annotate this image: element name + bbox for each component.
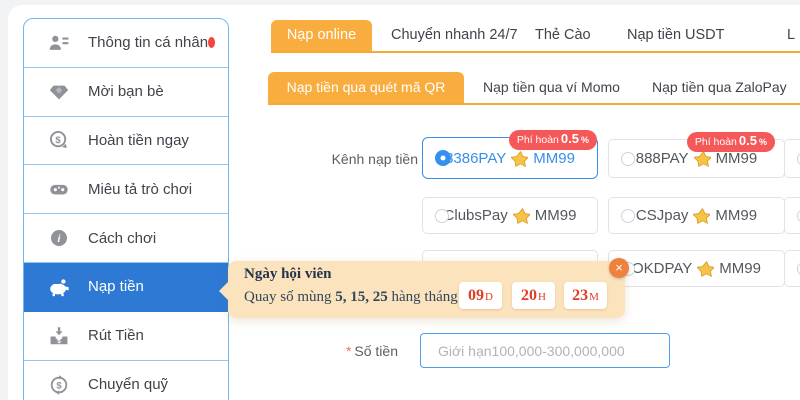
tab-momo[interactable]: Nạp tiền qua ví Momo [483, 79, 620, 95]
channel-name: 8386PAY [445, 149, 507, 167]
tab-qr-scan[interactable]: Nạp tiền qua quét mã QR [268, 72, 464, 103]
amount-input[interactable] [420, 333, 670, 368]
svg-text:$: $ [57, 338, 61, 345]
fee-badge: Phí hoàn 0.5 % [508, 130, 597, 150]
radio-icon[interactable] [621, 208, 635, 223]
channel-brand: MM99 [715, 150, 758, 167]
sidebar-item-label: Miêu tả trò chơi [88, 180, 193, 198]
channel-option-okdpay[interactable]: OKDPAY MM99 [608, 250, 785, 287]
star-icon [511, 150, 529, 167]
channel-option-csjpay[interactable]: CSJpay MM99 [608, 197, 785, 234]
radio-selected-icon[interactable] [435, 150, 451, 166]
required-mark: * [345, 343, 352, 359]
sidebar-item-cashback[interactable]: $ Hoàn tiền ngay [24, 117, 228, 166]
notification-dot [208, 37, 215, 49]
tab-nap-online[interactable]: Nạp online [271, 20, 372, 51]
qr-method-tabbar: Nạp tiền qua quét mã QR Nạp tiền qua ví … [268, 72, 800, 105]
sidebar-item-label: Mời bạn bè [88, 83, 164, 101]
sidebar-item-label: Rút Tiền [88, 327, 144, 345]
channel-brand: MM99 [719, 260, 761, 277]
channel-option-888pay[interactable]: 888PAY MM99 Phí hoàn 0.5 % [608, 132, 785, 178]
channel-name: ClubsPay [443, 207, 508, 224]
channel-option-clubspay[interactable]: ClubsPay MM99 [422, 197, 598, 234]
sidebar-item-withdraw[interactable]: $ Rút Tiền [24, 312, 228, 361]
radio-icon[interactable] [621, 151, 635, 166]
channel-option-clipped[interactable] [784, 139, 800, 178]
sidebar-item-label: Cách chơi [88, 229, 157, 247]
popup-description: Quay số mùng 5, 15, 25 hàng tháng [244, 289, 458, 305]
gamepad-icon [47, 177, 71, 201]
channel-name: CSJpay [635, 207, 689, 224]
sidebar-item-label: Nạp tiền [88, 278, 144, 296]
info-icon: i [47, 226, 71, 250]
tab-the-cao[interactable]: Thẻ Cào [535, 27, 591, 43]
member-day-popup: Ngày hội viên Quay số mùng 5, 15, 25 hàn… [219, 258, 629, 318]
channel-name: OKDPAY [632, 260, 693, 277]
channel-brand: MM99 [534, 207, 577, 224]
tab-clipped[interactable]: L [787, 27, 796, 43]
sidebar-item-deposit[interactable]: Nạp tiền [24, 262, 228, 312]
channel-option-8386pay[interactable]: 8386PAY MM99 Phí hoàn 0.5 % [422, 130, 598, 179]
star-icon [693, 151, 711, 167]
channel-brand: MM99 [715, 207, 758, 224]
sidebar-item-fund-transfer[interactable]: $ Chuyển quỹ [24, 361, 228, 400]
sidebar-item-how-to-play[interactable]: i Cách chơi [24, 214, 228, 263]
svg-text:$: $ [56, 381, 62, 392]
svg-text:i: i [58, 233, 62, 245]
tab-chuyen-nhanh[interactable]: Chuyển nhanh 24/7 [391, 27, 518, 43]
channel-name: 888PAY [635, 150, 689, 167]
tab-usdt[interactable]: Nạp tiền USDT [627, 27, 725, 43]
popup-title: Ngày hội viên [244, 266, 332, 282]
sidebar-item-personal-info[interactable]: Thông tin cá nhân [24, 19, 228, 68]
sidebar-item-invite-friends[interactable]: Mời bạn bè [24, 68, 228, 117]
star-icon [697, 261, 715, 277]
svg-text:$: $ [55, 135, 61, 146]
star-icon [512, 208, 530, 224]
sidebar-item-label: Hoàn tiền ngay [88, 131, 189, 149]
channel-option-clipped[interactable] [784, 197, 800, 234]
countdown-hours: 20 H [512, 282, 555, 309]
gem-icon [47, 80, 71, 104]
tab-zalopay[interactable]: Nạp tiền qua ZaloPay [652, 79, 787, 95]
close-icon[interactable]: × [609, 258, 629, 278]
countdown-days: 09 D [459, 282, 502, 309]
radio-icon[interactable] [435, 208, 449, 223]
transfer-icon: $ [47, 373, 71, 397]
piggy-bank-icon [47, 275, 71, 299]
channel-option-clipped[interactable] [784, 250, 800, 287]
sidebar: Thông tin cá nhân Mời bạn bè $ Hoàn tiền… [23, 18, 229, 400]
withdraw-icon: $ [47, 324, 71, 348]
countdown-minutes: 23 M [564, 282, 607, 309]
amount-field-label: * Số tiền [345, 343, 398, 359]
sidebar-item-label: Thông tin cá nhân [88, 34, 209, 52]
channel-brand: MM99 [533, 149, 575, 167]
deposit-method-tabbar: Nạp online Chuyển nhanh 24/7 Thẻ Cào Nạp… [271, 20, 800, 53]
fee-badge: Phí hoàn 0.5 % [686, 132, 775, 152]
sidebar-item-game-description[interactable]: Miêu tả trò chơi [24, 165, 228, 215]
channel-field-label: Kênh nạp tiền [331, 151, 418, 167]
contact-card-icon [47, 31, 71, 55]
sidebar-item-label: Chuyển quỹ [88, 376, 169, 394]
cashback-icon: $ [47, 128, 71, 152]
star-icon [693, 208, 711, 224]
